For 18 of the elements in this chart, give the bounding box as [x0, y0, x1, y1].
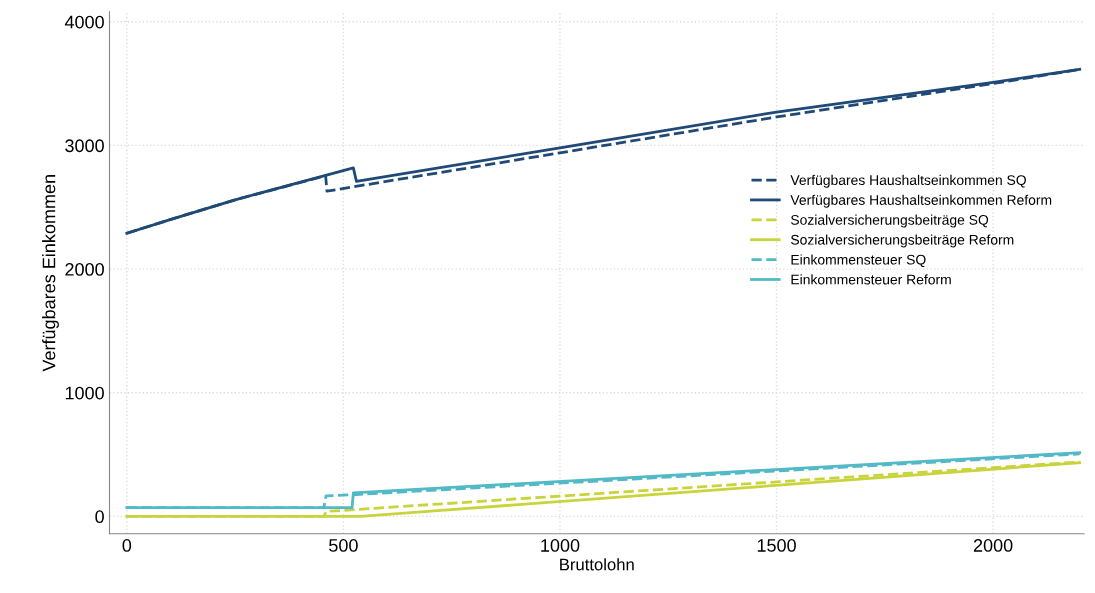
y-tick-label: 2000 [65, 263, 104, 276]
legend-label: Verfügbares Haushaltseinkommen SQ [790, 174, 1026, 188]
y-tick-label: 1000 [65, 386, 104, 400]
y-tick-label: 3000 [65, 139, 104, 153]
y-axis-title: Verfügbares Einkommen [42, 175, 59, 372]
legend-label: Sozialversicherungsbeiträge SQ [791, 214, 989, 228]
x-tick-label: 1500 [757, 539, 796, 552]
legend-label: Sozialversicherungsbeiträge Reform [791, 234, 1014, 248]
y-tick-label: 0 [95, 510, 104, 524]
legend-label: Einkommensteuer Reform [791, 274, 951, 285]
x-tick-label: 1000 [541, 539, 580, 552]
y-tick-label: 4000 [64, 15, 104, 29]
legend-label: Verfügbares Haushaltseinkommen Reform [790, 194, 1052, 208]
x-tick-label: 500 [329, 539, 358, 552]
x-tick-label: 0 [122, 539, 132, 552]
x-tick-label: 2000 [973, 539, 1013, 552]
legend-label: Einkommensteuer SQ [791, 254, 926, 268]
x-axis-title: Bruttolohn [560, 558, 634, 571]
